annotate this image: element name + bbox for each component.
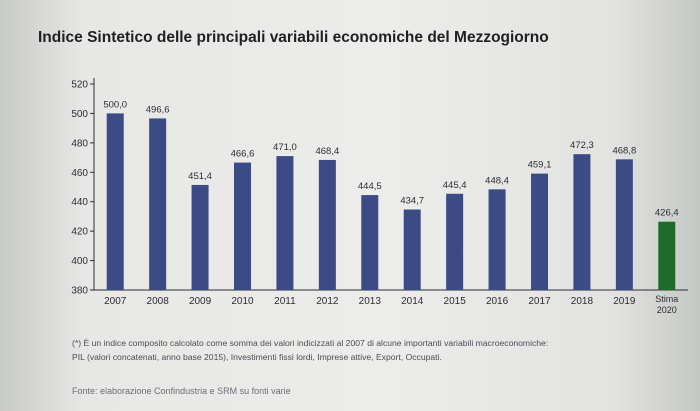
bar [191,184,209,290]
bar [488,189,506,290]
bar [403,209,421,290]
data-label: 459,1 [528,160,552,171]
x-tick-label: 2013 [359,296,382,307]
y-tick-label: 420 [71,227,88,238]
bar [615,159,633,290]
bar [106,113,124,290]
bar [446,193,464,290]
bar [573,154,591,290]
x-tick-label: 2008 [147,296,170,307]
data-label: 468,8 [612,145,636,156]
x-tick-label: 2012 [316,296,339,307]
x-tick-label: Stima 2020 [655,294,678,315]
y-tick-label: 480 [71,138,88,149]
data-label: 434,7 [400,196,424,207]
y-tick-label: 440 [71,197,88,208]
footnote-line-1: (*) È un indice composito calcolato come… [72,338,549,348]
x-tick-label: 2015 [444,296,467,307]
data-label: 451,4 [188,171,212,182]
data-label: 445,4 [443,180,467,191]
data-label: 500,0 [103,99,127,110]
x-tick-label: 2018 [571,296,594,307]
x-tick-label: 2010 [231,296,254,307]
x-tick-label: 2017 [528,296,551,307]
bar [234,162,251,290]
x-tick-label: 2014 [401,296,424,307]
x-tick-label: 2016 [486,296,509,307]
y-tick-label: 460 [71,168,88,179]
chart-title: Indice Sintetico delle principali variab… [38,29,549,46]
data-label: 468,4 [315,146,339,157]
source-note: Fonte: elaborazione Confindustria e SRM … [72,386,291,396]
y-tick-label: 400 [71,256,88,267]
data-label: 466,6 [231,149,255,160]
data-label: 444,5 [358,181,382,192]
footnote-line-2: PIL (valori concatenati, anno base 2015)… [72,352,442,362]
bar [658,221,676,290]
data-label: 471,0 [273,142,297,153]
x-tick-label: 2019 [613,296,636,307]
data-label: 426,4 [655,208,679,219]
data-label: 496,6 [146,104,170,115]
bar [318,159,336,290]
bar [531,173,548,290]
x-tick-label: 2007 [104,296,127,307]
y-tick-label: 380 [71,286,88,297]
x-tick-label: 2011 [274,296,296,307]
y-tick-label: 500 [71,109,88,120]
x-tick-label: 2009 [189,296,212,307]
data-label: 472,3 [570,140,594,151]
data-label: 448,4 [485,175,509,186]
bar [361,195,379,290]
bar [276,156,294,290]
bar [149,118,167,290]
y-tick-label: 520 [71,80,88,91]
